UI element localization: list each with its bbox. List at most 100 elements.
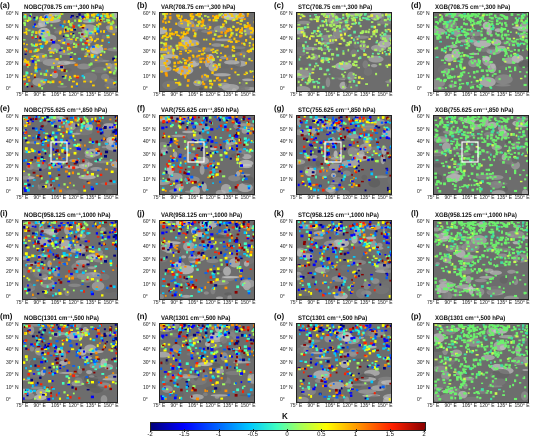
retrieval-pixel xyxy=(184,47,188,49)
retrieval-pixel xyxy=(230,246,234,249)
retrieval-pixel xyxy=(328,187,331,190)
retrieval-pixel xyxy=(167,120,171,123)
retrieval-pixel xyxy=(308,186,310,188)
retrieval-pixel xyxy=(190,190,193,192)
retrieval-pixel xyxy=(164,21,167,24)
cloud-texture xyxy=(495,83,511,87)
retrieval-pixel xyxy=(211,164,215,167)
retrieval-pixel xyxy=(355,171,358,174)
retrieval-pixel xyxy=(301,182,304,184)
retrieval-pixel xyxy=(52,131,55,135)
retrieval-pixel xyxy=(235,17,239,20)
retrieval-pixel xyxy=(457,75,460,78)
retrieval-pixel xyxy=(310,32,314,35)
retrieval-pixel xyxy=(227,40,231,43)
retrieval-pixel xyxy=(172,269,176,272)
retrieval-pixel xyxy=(41,29,45,32)
retrieval-pixel xyxy=(51,133,54,136)
retrieval-pixel xyxy=(436,133,439,136)
retrieval-pixel xyxy=(449,28,453,32)
retrieval-pixel xyxy=(517,152,520,155)
retrieval-pixel xyxy=(115,131,117,134)
retrieval-pixel xyxy=(71,276,75,280)
cloud-texture xyxy=(87,266,97,270)
retrieval-pixel xyxy=(448,45,451,48)
retrieval-pixel xyxy=(451,15,454,18)
x-tick-label: 75° E xyxy=(290,300,303,306)
retrieval-pixel xyxy=(93,29,97,33)
retrieval-pixel xyxy=(174,281,177,284)
retrieval-pixel xyxy=(483,19,486,22)
retrieval-pixel xyxy=(188,58,191,61)
retrieval-pixel xyxy=(192,133,196,137)
retrieval-pixel xyxy=(72,34,76,37)
retrieval-pixel xyxy=(175,44,179,48)
retrieval-pixel xyxy=(57,168,61,172)
retrieval-pixel xyxy=(68,78,71,81)
retrieval-pixel xyxy=(165,163,168,166)
retrieval-pixel xyxy=(113,149,117,152)
retrieval-pixel xyxy=(465,142,468,146)
retrieval-pixel xyxy=(338,116,341,119)
retrieval-pixel xyxy=(235,122,239,125)
retrieval-pixel xyxy=(471,164,474,168)
retrieval-pixel xyxy=(68,165,71,168)
retrieval-pixel xyxy=(251,247,253,250)
retrieval-pixel xyxy=(112,57,116,61)
retrieval-pixel xyxy=(249,131,252,135)
retrieval-pixel xyxy=(204,272,208,274)
retrieval-pixel xyxy=(96,38,100,40)
panel-label: (a) xyxy=(0,1,10,10)
map-image xyxy=(23,116,117,194)
retrieval-pixel xyxy=(249,253,253,257)
retrieval-pixel xyxy=(479,189,482,193)
retrieval-pixel xyxy=(339,152,342,155)
retrieval-pixel xyxy=(361,125,364,128)
retrieval-pixel xyxy=(302,46,306,50)
retrieval-pixel xyxy=(332,77,335,80)
retrieval-pixel xyxy=(25,32,28,36)
retrieval-pixel xyxy=(389,48,391,51)
retrieval-pixel xyxy=(511,146,516,150)
retrieval-pixel xyxy=(114,129,117,132)
retrieval-pixel xyxy=(175,236,177,239)
retrieval-pixel xyxy=(302,180,305,183)
cloud-texture xyxy=(354,35,370,39)
retrieval-pixel xyxy=(322,176,325,180)
retrieval-pixel xyxy=(518,146,522,149)
retrieval-pixel xyxy=(472,28,476,31)
retrieval-pixel xyxy=(109,22,113,26)
retrieval-pixel xyxy=(252,233,254,236)
retrieval-pixel xyxy=(315,62,318,65)
retrieval-pixel xyxy=(55,237,59,240)
retrieval-pixel xyxy=(450,179,454,182)
retrieval-pixel xyxy=(386,116,389,119)
retrieval-pixel xyxy=(44,152,47,155)
satellite-map xyxy=(159,220,255,300)
retrieval-pixel xyxy=(313,56,316,58)
retrieval-pixel xyxy=(73,143,77,147)
retrieval-pixel xyxy=(326,42,330,45)
retrieval-pixel xyxy=(193,180,197,184)
cloud-texture xyxy=(175,65,194,75)
retrieval-pixel xyxy=(452,22,455,25)
retrieval-pixel xyxy=(525,159,528,163)
map-image xyxy=(434,13,528,90)
retrieval-pixel xyxy=(450,24,453,28)
x-tick-label: 120° E xyxy=(342,300,358,306)
x-tick-label: 150° E xyxy=(514,195,530,201)
retrieval-pixel xyxy=(453,44,456,47)
retrieval-pixel xyxy=(465,149,469,153)
retrieval-pixel xyxy=(56,246,60,249)
retrieval-pixel xyxy=(45,73,48,77)
retrieval-pixel xyxy=(513,189,518,193)
retrieval-pixel xyxy=(470,133,473,136)
retrieval-pixel xyxy=(37,59,40,62)
retrieval-pixel xyxy=(459,137,463,139)
retrieval-pixel xyxy=(52,51,55,54)
retrieval-pixel xyxy=(43,73,46,76)
retrieval-pixel xyxy=(510,40,514,42)
retrieval-pixel xyxy=(354,16,358,19)
retrieval-pixel xyxy=(61,236,64,239)
retrieval-pixel xyxy=(496,33,500,37)
